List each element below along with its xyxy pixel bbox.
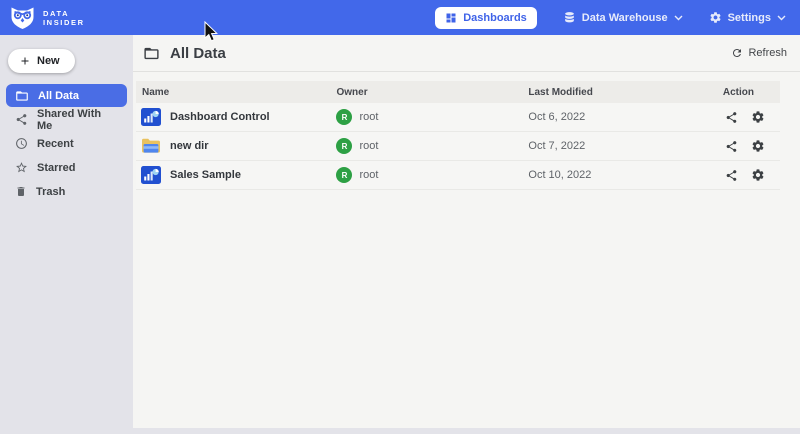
sidebar-item-label: Starred bbox=[37, 161, 76, 174]
new-button-label: New bbox=[37, 55, 60, 67]
row-settings-button[interactable] bbox=[751, 110, 765, 124]
row-settings-button[interactable] bbox=[751, 139, 765, 153]
column-header-last-modified: Last Modified bbox=[528, 86, 593, 98]
main-panel: All Data Refresh Name Owner Last Modifie… bbox=[133, 35, 800, 428]
name-cell: new dir bbox=[136, 137, 330, 155]
share-button[interactable] bbox=[725, 169, 738, 182]
refresh-icon bbox=[733, 49, 742, 57]
sidebar-item-label: Shared With Me bbox=[37, 107, 102, 132]
share-button[interactable] bbox=[725, 140, 738, 153]
table-header-row: Name Owner Last Modified Action bbox=[136, 81, 780, 103]
share-icon bbox=[726, 111, 737, 123]
dashboard-grid-icon bbox=[446, 13, 456, 22]
owner-cell: R root bbox=[330, 109, 522, 125]
owner-avatar: R bbox=[336, 109, 353, 125]
column-header-name: Name bbox=[142, 86, 170, 98]
table-body: Dashboard Control R root Oct 6, 2022 bbox=[136, 103, 780, 190]
sidebar-item-label: All Data bbox=[38, 89, 79, 102]
gear-icon bbox=[752, 111, 764, 123]
trash-icon bbox=[15, 185, 27, 198]
brand-logo: DATA INSIDER bbox=[9, 4, 85, 31]
new-button[interactable]: New bbox=[8, 49, 75, 73]
sidebar-item-trash[interactable]: Trash bbox=[6, 180, 127, 203]
owner-cell: R root bbox=[330, 138, 522, 154]
row-settings-button[interactable] bbox=[751, 168, 765, 182]
plus-icon bbox=[21, 57, 29, 65]
gear-icon bbox=[752, 169, 764, 181]
dashboard-file-icon bbox=[141, 166, 161, 184]
share-icon bbox=[15, 113, 28, 126]
owner-avatar: R bbox=[336, 167, 353, 183]
folder-icon bbox=[144, 47, 159, 59]
file-name: new dir bbox=[170, 140, 209, 152]
file-name: Sales Sample bbox=[170, 169, 241, 181]
data-warehouse-menu[interactable]: Data Warehouse bbox=[563, 11, 683, 24]
top-header: DATA INSIDER Dashboards Data Warehouse bbox=[0, 0, 800, 35]
dashboards-label: Dashboards bbox=[463, 11, 527, 24]
owner-name: root bbox=[359, 140, 379, 152]
share-button[interactable] bbox=[725, 111, 738, 124]
table-row[interactable]: Sales Sample R root Oct 10, 2022 bbox=[136, 161, 780, 190]
sidebar: New All Data Shared With Me Recent bbox=[0, 35, 133, 434]
page-title-group: All Data bbox=[143, 45, 226, 62]
gear-icon bbox=[710, 12, 721, 23]
last-modified-cell: Oct 7, 2022 bbox=[528, 140, 586, 152]
column-header-action: Action bbox=[722, 86, 754, 98]
owner-avatar: R bbox=[336, 138, 353, 154]
settings-label: Settings bbox=[727, 11, 771, 24]
page-title: All Data bbox=[170, 44, 226, 62]
share-icon bbox=[726, 169, 737, 181]
top-nav: Dashboards Data Warehouse Settings bbox=[435, 6, 786, 29]
share-icon bbox=[726, 140, 737, 152]
owl-logo-icon bbox=[11, 7, 34, 29]
last-modified-cell: Oct 10, 2022 bbox=[528, 169, 592, 181]
action-cell bbox=[717, 168, 780, 182]
folder-icon bbox=[15, 90, 29, 102]
dashboard-file-icon bbox=[141, 108, 161, 126]
settings-menu[interactable]: Settings bbox=[709, 11, 786, 24]
name-cell: Sales Sample bbox=[136, 166, 330, 184]
refresh-button[interactable]: Refresh bbox=[731, 47, 787, 59]
sidebar-item-shared-with-me[interactable]: Shared With Me bbox=[6, 107, 127, 132]
dashboards-button[interactable]: Dashboards bbox=[435, 6, 537, 29]
folder-file-icon bbox=[142, 138, 160, 153]
table-row[interactable]: Dashboard Control R root Oct 6, 2022 bbox=[136, 103, 780, 132]
action-cell bbox=[717, 110, 780, 124]
sidebar-item-recent[interactable]: Recent bbox=[6, 132, 127, 155]
brand-name: DATA INSIDER bbox=[43, 8, 85, 27]
database-icon bbox=[564, 12, 574, 23]
sidebar-item-label: Recent bbox=[37, 137, 74, 150]
files-table: Name Owner Last Modified Action Dashboar… bbox=[136, 81, 780, 190]
owner-name: root bbox=[359, 169, 379, 181]
sidebar-item-starred[interactable]: Starred bbox=[6, 156, 127, 179]
chevron-down-icon bbox=[777, 15, 786, 20]
column-header-owner: Owner bbox=[336, 86, 368, 98]
sidebar-item-label: Trash bbox=[36, 185, 66, 198]
action-cell bbox=[717, 139, 780, 153]
file-name: Dashboard Control bbox=[170, 111, 270, 123]
clock-icon bbox=[15, 137, 28, 150]
star-icon bbox=[15, 161, 28, 174]
gear-icon bbox=[752, 140, 764, 152]
name-cell: Dashboard Control bbox=[136, 108, 330, 126]
main-titlebar: All Data Refresh bbox=[133, 35, 800, 72]
refresh-label: Refresh bbox=[748, 47, 787, 59]
sidebar-item-all-data[interactable]: All Data bbox=[6, 84, 127, 107]
chevron-down-icon bbox=[674, 15, 683, 20]
owner-name: root bbox=[359, 111, 379, 123]
table-row[interactable]: new dir R root Oct 7, 2022 bbox=[136, 132, 780, 161]
last-modified-cell: Oct 6, 2022 bbox=[528, 111, 586, 123]
data-warehouse-label: Data Warehouse bbox=[581, 11, 668, 24]
owner-cell: R root bbox=[330, 167, 522, 183]
